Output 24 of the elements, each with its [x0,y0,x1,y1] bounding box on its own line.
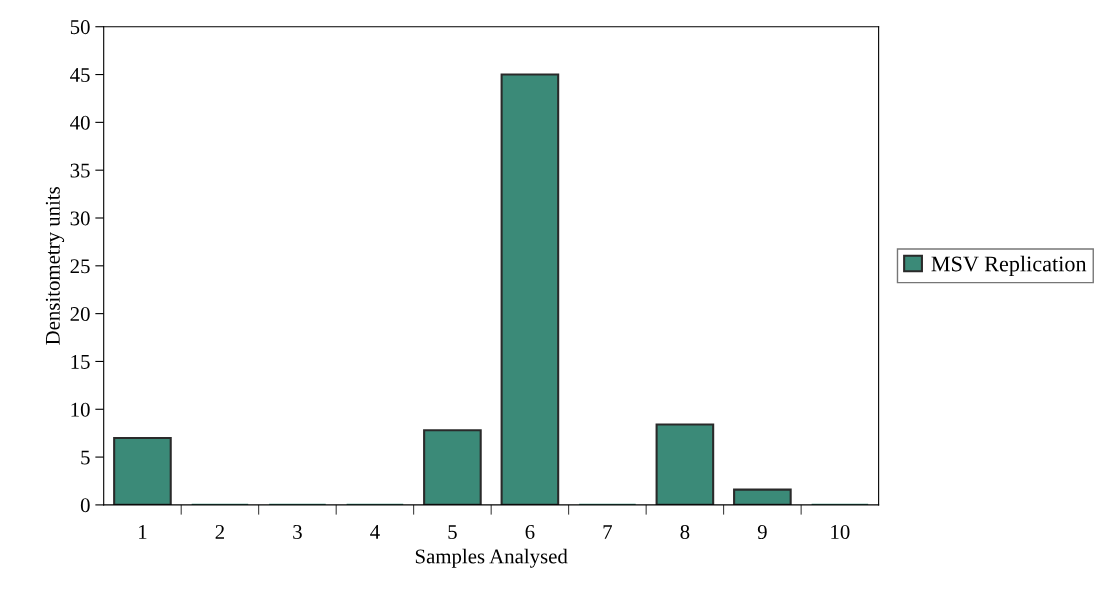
x-tick-label: 6 [525,525,535,540]
x-axis-title: Samples Analysed [415,548,568,568]
y-tick-label: 20 [70,307,90,322]
x-tick-label: 8 [680,524,690,540]
y-tick-label: 50 [70,20,90,35]
y-tick-label: 0 [80,498,90,513]
y-tick-label: 10 [71,402,90,417]
y-axis-title: Densitometry units [45,187,65,345]
x-tick-label: 1 [139,525,147,539]
y-tick-label: 15 [71,354,90,369]
x-tick-label: 3 [293,525,302,540]
y-tick-label: 30 [70,211,90,226]
x-tick-label: 2 [215,525,224,539]
legend-label: MSV Replication [931,255,1087,276]
y-tick-label: 5 [81,450,90,465]
y-tick-label: 35 [70,163,90,178]
y-tick-label: 25 [70,259,90,274]
x-tick-label: 5 [448,525,457,540]
y-tick-label: 40 [70,115,90,130]
x-tick-label: 4 [370,525,380,539]
x-tick-label: 10 [831,524,850,540]
x-tick-label: 9 [757,525,767,540]
x-tick-label: 7 [603,525,613,539]
y-tick-label: 45 [70,68,90,82]
